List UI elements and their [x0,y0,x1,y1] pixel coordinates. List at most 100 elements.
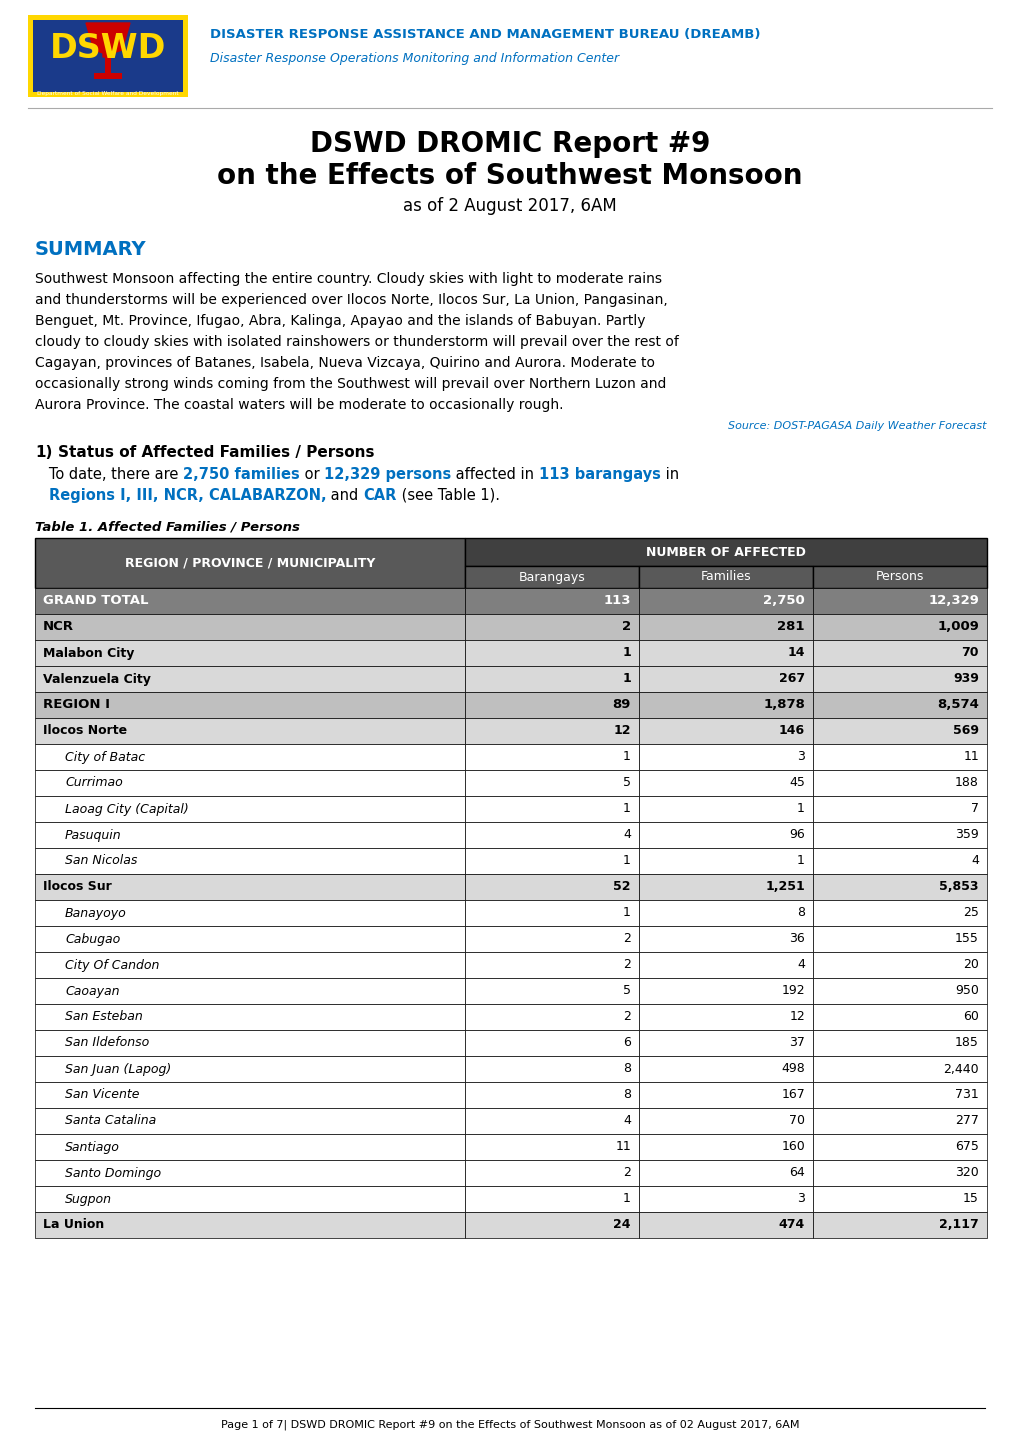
Text: 281: 281 [776,620,804,633]
Bar [812,744,986,770]
Bar [812,952,986,978]
Text: 12: 12 [612,724,631,737]
Bar [638,1160,812,1186]
Bar [35,1186,465,1212]
Text: Ilocos Norte: Ilocos Norte [43,724,127,737]
Text: DISASTER RESPONSE ASSISTANCE AND MANAGEMENT BUREAU (DREAMB): DISASTER RESPONSE ASSISTANCE AND MANAGEM… [210,27,760,40]
Bar [638,1030,812,1056]
Bar [35,692,465,718]
Text: 11: 11 [962,750,978,763]
Text: 5: 5 [623,776,631,789]
Bar [638,848,812,874]
Bar [638,952,812,978]
Text: 192: 192 [781,984,804,997]
Bar [35,978,465,1004]
Bar [638,1108,812,1134]
Text: Disaster Response Operations Monitoring and Information Center: Disaster Response Operations Monitoring … [210,52,619,65]
Text: 96: 96 [789,828,804,841]
Text: CAR: CAR [363,488,396,503]
Text: 2: 2 [623,958,631,971]
Text: Department of Social Welfare and Development: Department of Social Welfare and Develop… [37,91,178,95]
Text: 12,329: 12,329 [927,594,978,607]
Text: Currimao: Currimao [65,776,122,789]
Text: Santo Domingo: Santo Domingo [65,1166,161,1179]
Text: or: or [300,467,324,483]
Bar [638,874,812,900]
Text: 1: 1 [622,672,631,685]
Text: 8: 8 [623,1088,631,1101]
Text: Pasuquin: Pasuquin [65,828,121,841]
Bar [812,1134,986,1160]
Text: 4: 4 [970,854,978,867]
Text: on the Effects of Southwest Monsoon: on the Effects of Southwest Monsoon [217,162,802,189]
Text: 2,750: 2,750 [762,594,804,607]
Text: Caoayan: Caoayan [65,984,119,997]
Text: 37: 37 [789,1036,804,1049]
Text: 64: 64 [789,1166,804,1179]
Text: La Union: La Union [43,1218,104,1231]
Bar [105,56,111,75]
Text: 277: 277 [954,1114,978,1127]
Text: NCR: NCR [43,620,74,633]
Bar [812,1108,986,1134]
Bar [812,614,986,640]
Text: 113 barangays: 113 barangays [538,467,660,483]
Bar [465,796,638,822]
Bar [465,1082,638,1108]
Text: 474: 474 [777,1218,804,1231]
Text: 11: 11 [614,1140,631,1153]
Text: Persons: Persons [875,571,923,584]
Text: Families: Families [700,571,751,584]
Bar [94,74,122,79]
Text: 2: 2 [623,932,631,945]
Text: 2,440: 2,440 [943,1062,978,1075]
Bar [35,1004,465,1030]
Text: 7: 7 [970,802,978,815]
Bar [638,666,812,692]
Bar [638,588,812,614]
Bar [812,1004,986,1030]
Text: 185: 185 [954,1036,978,1049]
Text: 36: 36 [789,932,804,945]
Bar [35,718,465,744]
Bar [33,20,182,92]
Bar [35,1030,465,1056]
Bar [638,796,812,822]
Text: Aurora Province. The coastal waters will be moderate to occasionally rough.: Aurora Province. The coastal waters will… [35,397,562,412]
Bar [812,848,986,874]
Text: Page 1 of 7| DSWD DROMIC Report #9 on the Effects of Southwest Monsoon as of 02 : Page 1 of 7| DSWD DROMIC Report #9 on th… [220,1420,799,1431]
Text: 160: 160 [781,1140,804,1153]
Text: Santiago: Santiago [65,1140,120,1153]
Bar [35,666,465,692]
Bar [35,770,465,796]
Bar [465,614,638,640]
Bar [35,874,465,900]
Text: 52: 52 [612,880,631,893]
Text: Valenzuela City: Valenzuela City [43,672,151,685]
Bar [465,1134,638,1160]
Text: 1,251: 1,251 [764,880,804,893]
Bar [465,1160,638,1186]
Text: Benguet, Mt. Province, Ifugao, Abra, Kalinga, Apayao and the islands of Babuyan.: Benguet, Mt. Province, Ifugao, Abra, Kal… [35,314,645,328]
Bar [35,1082,465,1108]
Text: 939: 939 [952,672,978,685]
Bar [638,822,812,848]
Text: 188: 188 [954,776,978,789]
Text: 70: 70 [789,1114,804,1127]
Text: 12,329 persons: 12,329 persons [324,467,450,483]
Text: 60: 60 [962,1010,978,1023]
Text: Laoag City (Capital): Laoag City (Capital) [65,802,189,815]
Text: 5,853: 5,853 [938,880,978,893]
Bar [638,1134,812,1160]
Text: 267: 267 [779,672,804,685]
Bar [35,848,465,874]
Bar [638,718,812,744]
Text: DSWD: DSWD [50,32,166,65]
Text: 1: 1 [623,750,631,763]
Bar [638,926,812,952]
Text: REGION I: REGION I [43,698,110,711]
Bar [638,566,812,588]
Bar [465,692,638,718]
Text: Santa Catalina: Santa Catalina [65,1114,156,1127]
Text: 2: 2 [623,1166,631,1179]
